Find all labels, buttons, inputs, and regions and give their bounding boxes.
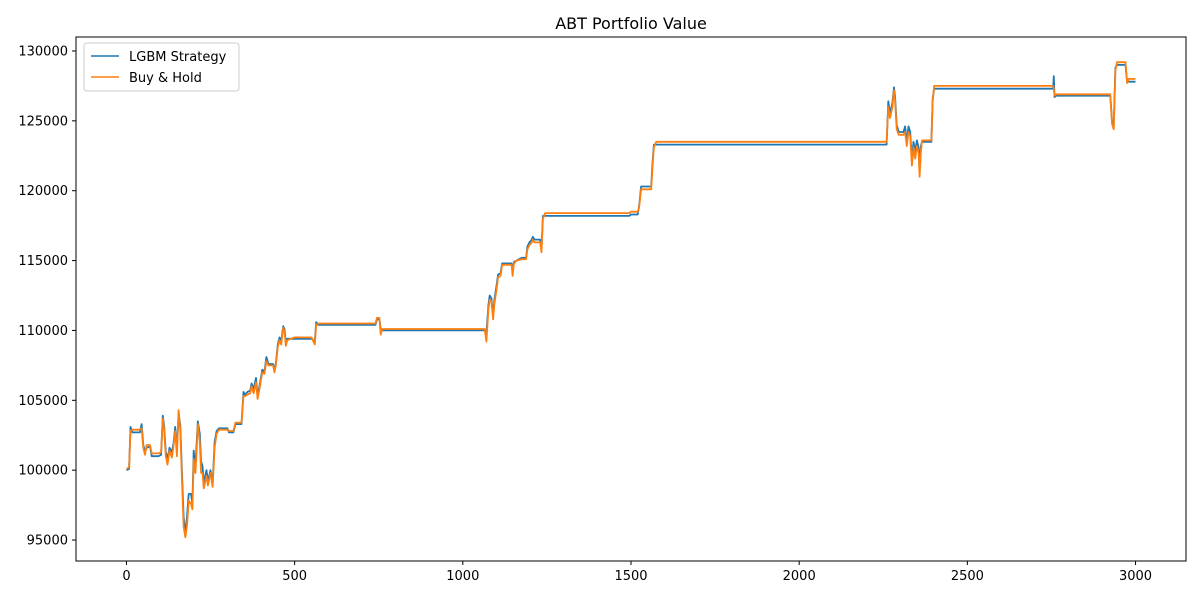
y-tick-label: 115000	[18, 254, 68, 269]
y-tick-label: 95000	[27, 534, 68, 549]
y-tick-label: 100000	[18, 464, 68, 479]
y-tick-label: 120000	[18, 184, 68, 199]
series-line-buy-and-hold	[126, 61, 1136, 539]
y-tick-label: 125000	[18, 114, 68, 129]
x-tick-label: 3000	[1119, 569, 1152, 584]
y-tick-label: 130000	[18, 44, 68, 59]
y-axis: 95000 100000 105000 110000 115000 120000 12500…	[18, 44, 76, 549]
x-tick-label: 0	[122, 569, 130, 584]
x-tick-label: 1000	[446, 569, 479, 584]
legend: LGBM Strategy Buy & Hold	[83, 42, 240, 92]
x-axis: 0 500 1000 1500 2000 2500 3000	[122, 561, 1152, 584]
chart-title: ABT Portfolio Value	[555, 14, 707, 33]
legend-label-buy-and-hold: Buy & Hold	[129, 71, 202, 86]
legend-label-lgbm-strategy: LGBM Strategy	[129, 50, 227, 65]
x-tick-label: 2000	[783, 569, 816, 584]
y-tick-label: 105000	[18, 394, 68, 409]
y-tick-label: 110000	[18, 324, 68, 339]
x-tick-label: 500	[282, 569, 307, 584]
legend-box	[83, 42, 240, 92]
series-layer	[126, 61, 1136, 539]
x-tick-label: 1500	[614, 569, 647, 584]
x-tick-label: 2500	[951, 569, 984, 584]
